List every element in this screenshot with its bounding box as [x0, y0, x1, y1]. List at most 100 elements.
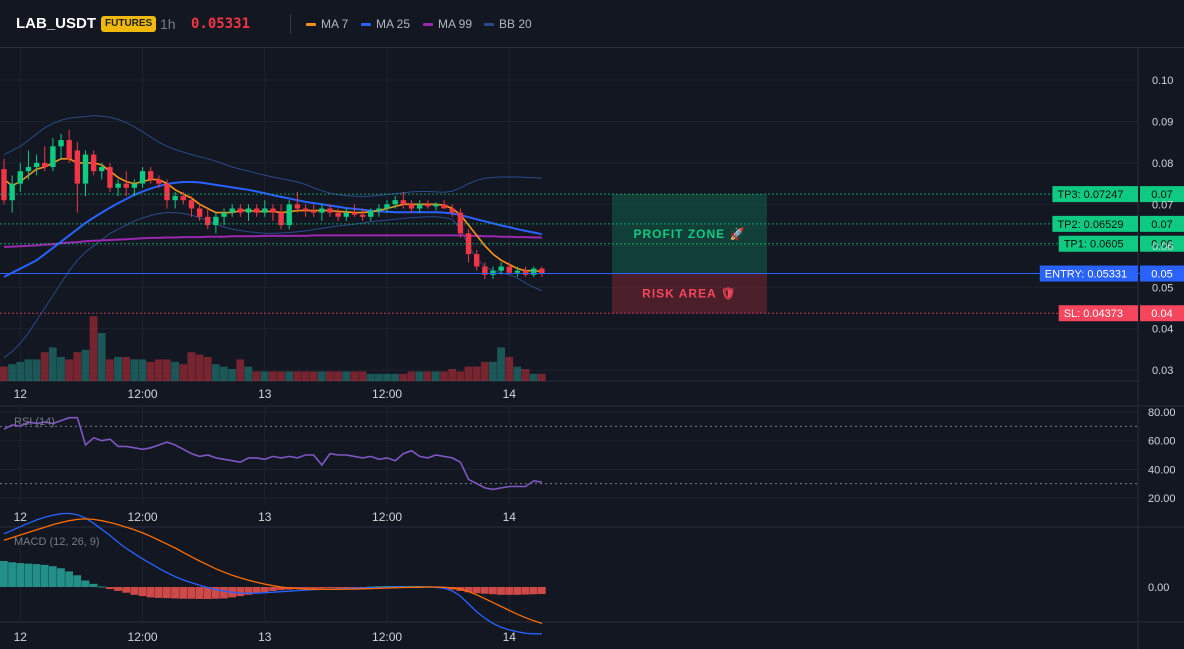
macd-histogram-bar [163, 587, 171, 599]
price-tick-label: 0.05 [1152, 282, 1173, 294]
candle-body [278, 212, 284, 226]
price-tick-label: 0.04 [1152, 324, 1173, 336]
header-divider [290, 14, 291, 34]
legend-bb20[interactable]: BB 20 [484, 0, 532, 48]
macd-histogram-bar [8, 562, 16, 587]
tp1-label: TP1: 0.0605 [1064, 239, 1124, 251]
volume-bar [236, 359, 245, 381]
timeframe-label[interactable]: 1h [160, 16, 176, 32]
candle-body [237, 208, 244, 213]
bb-lower-line [3, 212, 543, 359]
volume-bar [537, 373, 546, 381]
candle-body [343, 212, 349, 217]
volume-bar [220, 366, 228, 381]
volume-bar [260, 371, 269, 381]
tp2-axis-text: 0.07 [1151, 219, 1172, 231]
macd-histogram-bar [472, 587, 481, 594]
volume-bar [171, 361, 179, 381]
candle-body [66, 140, 72, 159]
volume-bar [268, 371, 277, 381]
macd-histogram-bar [203, 587, 212, 599]
rsi-tick-label: 20.00 [1148, 493, 1176, 505]
axes: 0.10 0.09 0.08 0.07 0.06 0.05 0.04 0.03 80.00 60.… [14, 75, 1176, 644]
candles [1, 129, 545, 279]
macd-histogram-bar [211, 587, 220, 599]
volume-bar [513, 366, 522, 381]
volume-bar [16, 361, 25, 381]
x-tick-label: 13 [258, 630, 272, 644]
volume-bar [342, 371, 351, 381]
volume-bar [383, 373, 391, 381]
volume-bar [65, 359, 73, 381]
volume-bar [317, 371, 326, 381]
candle-body [408, 204, 415, 209]
volume-bar [529, 373, 538, 381]
macd-title: MACD (12, 26, 9) [14, 536, 100, 548]
volume-bar [358, 371, 367, 381]
macd-histogram-bar [374, 586, 383, 588]
chart-header: LAB_USDT FUTURES 1h 0.05331 MA 7 MA 25 M… [0, 0, 1184, 48]
volume-bar [440, 371, 448, 381]
macd-histogram-bar [122, 587, 131, 593]
macd-histogram-bar [513, 587, 522, 595]
price-tick-label: 0.09 [1152, 116, 1173, 128]
rsi-tick-label: 40.00 [1148, 464, 1176, 476]
candle-body [416, 204, 423, 209]
symbol-name[interactable]: LAB_USDT [16, 15, 97, 32]
macd-histogram-bar [334, 587, 342, 588]
macd-histogram-bar [350, 587, 359, 588]
volume-bar [415, 371, 424, 381]
macd-histogram-bar [24, 563, 33, 587]
tp2-axis-box [1140, 215, 1184, 232]
candle-body [327, 208, 333, 213]
price-tick-label: 0.10 [1152, 75, 1173, 87]
rsi-pane: RSI (14) [0, 416, 1138, 491]
macd-histogram-bar [342, 587, 351, 588]
candle-body [82, 154, 89, 184]
volume-bar [374, 373, 383, 381]
candle-body [33, 162, 40, 168]
macd-histogram-bar [244, 587, 253, 595]
last-price: 0.05331 [191, 16, 251, 32]
macd-histogram-bar [301, 587, 310, 589]
volume-bar [114, 357, 122, 381]
tp3-axis-text: 0.07 [1151, 189, 1172, 201]
macd-histogram-bar [309, 587, 318, 589]
x-tick-label: 12:00 [372, 387, 402, 401]
legend-ma25[interactable]: MA 25 [361, 0, 410, 48]
macd-histogram-bar [65, 571, 73, 587]
volume-bar [480, 361, 489, 381]
legend-ma7[interactable]: MA 7 [306, 0, 348, 48]
price-tick-label: 0.06 [1152, 241, 1173, 253]
candle-body [213, 216, 219, 226]
volume-bar [464, 366, 473, 381]
macd-histogram-bar [383, 585, 391, 587]
x-tick-label: 12:00 [372, 510, 402, 524]
candle-body [474, 254, 480, 267]
candle-body [311, 210, 317, 213]
candle-body [449, 208, 455, 213]
candle-body [245, 208, 252, 213]
volume-bars [0, 316, 546, 381]
candle-body [205, 216, 211, 226]
legend-ma7-label: MA 7 [321, 17, 349, 31]
x-tick-label: 12:00 [128, 510, 158, 524]
volume-bar [81, 349, 90, 381]
trade-zones: PROFIT ZONE 🚀 RISK AREA 🛡 [612, 194, 767, 314]
macd-histogram-bar [220, 587, 228, 599]
macd-histogram-bar [105, 587, 114, 590]
macd-histogram-bar [480, 587, 489, 594]
candle-body [482, 266, 488, 275]
trading-chart[interactable]: PROFIT ZONE 🚀 RISK AREA 🛡 0.07 TP3: 0.0724… [0, 48, 1184, 649]
volume-bar [244, 366, 253, 381]
risk-area [612, 273, 767, 314]
legend-ma99-label: MA 99 [438, 17, 473, 31]
macd-histogram-bar [252, 587, 261, 594]
macd-histogram-bar [366, 586, 375, 588]
x-tick-label: 12:00 [128, 630, 158, 644]
candle-body [196, 208, 203, 217]
macd-tick-label: 0.00 [1148, 582, 1169, 594]
legend-ma99[interactable]: MA 99 [423, 0, 472, 48]
grid-lines [0, 48, 1184, 649]
volume-bar [138, 359, 147, 381]
